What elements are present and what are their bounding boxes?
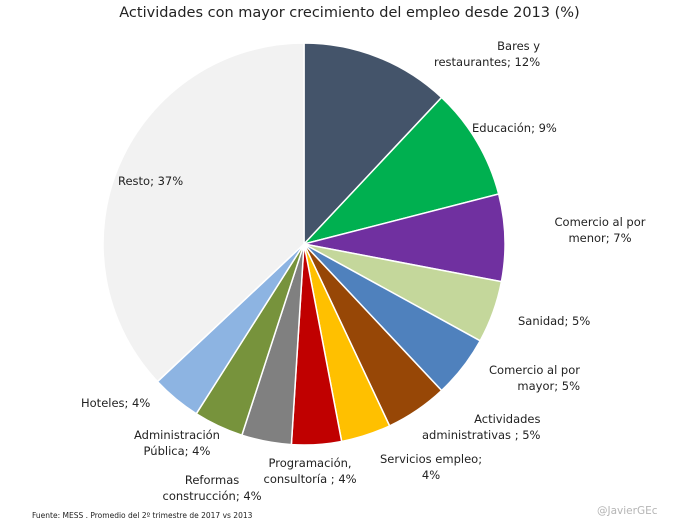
slice-label-9: Administración Pública; 4% [134,427,220,459]
slice-label-line: Comercio al por [489,363,580,377]
pie-slice-11 [102,42,305,383]
slice-label-2: Comercio al por menor; 7% [555,214,646,246]
slice-label-line: Resto; 37% [118,174,184,188]
slice-label-line: Actividades [474,412,541,426]
slice-label-8: Reformas construcción; 4% [163,472,262,504]
slice-label-line: Comercio al por [554,215,646,229]
slice-label-line: administrativas ; 5% [422,428,541,442]
pie-slice-0 [303,42,443,246]
slice-label-line: Bares y [497,39,541,53]
slice-label-line: construcción; 4% [162,489,262,503]
slice-label-10: Hoteles; 4% [81,395,150,411]
slice-label-6: Servicios empleo; 4% [380,451,482,483]
slice-label-line: Administración [134,428,220,442]
slice-label-7: Programación, consultoría ; 4% [264,455,357,487]
slice-label-line: Reformas [184,473,240,487]
slice-label-line: consultoría ; 4% [263,472,357,486]
slice-label-line: 4% [421,468,441,482]
slice-label-line: Sanidad; 5% [518,314,591,328]
source-note: Fuente: MESS . Promedio del 2º trimestre… [32,511,253,520]
slice-label-line: Educación; 9% [472,121,557,135]
slice-label-0: Bares y restaurantes; 12% [434,38,540,70]
slice-label-line: Servicios empleo; [380,452,483,466]
slice-label-11: Resto; 37% [118,173,183,189]
chart-title: Actividades con mayor crecimiento del em… [119,5,580,21]
slice-label-5: Actividades administrativas ; 5% [422,411,540,443]
slice-label-line: mayor; 5% [517,379,580,393]
slice-label-1: Educación; 9% [472,120,557,136]
pie-slice-1 [301,96,500,246]
slice-label-line: restaurantes; 12% [434,55,541,69]
slice-label-line: Programación, [268,456,352,470]
slice-label-3: Sanidad; 5% [518,313,590,329]
author-credit: @JavierGEc [597,505,658,517]
slice-label-line: Hoteles; 4% [81,396,151,410]
slice-label-line: Pública; 4% [143,444,211,458]
slice-label-line: menor; 7% [568,231,632,245]
slice-label-4: Comercio al por mayor; 5% [489,362,580,394]
